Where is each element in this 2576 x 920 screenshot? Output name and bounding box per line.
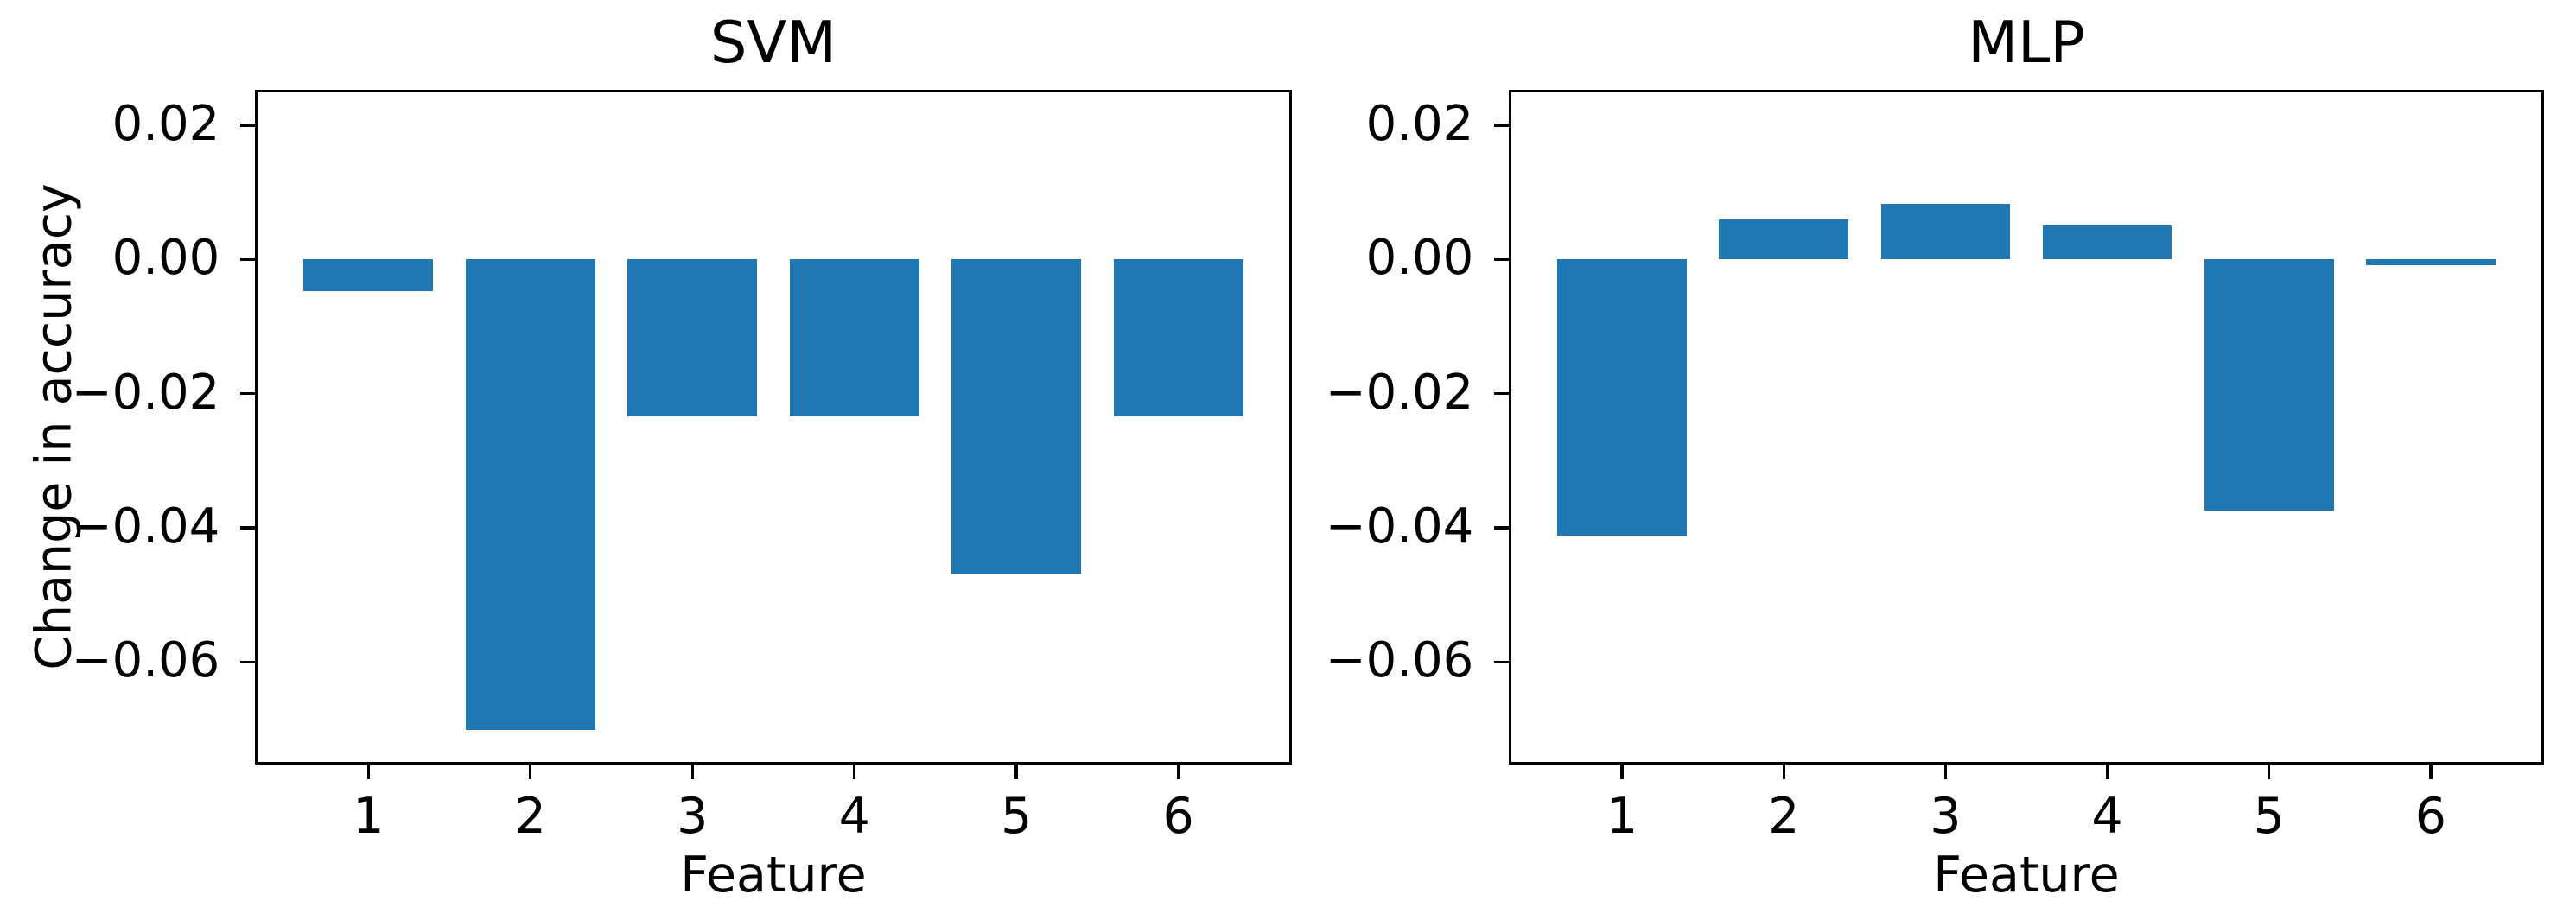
svm-bar-feature-5	[951, 259, 1082, 574]
mlp-y-tick-label: −0.02	[1325, 364, 1474, 421]
svm-y-tick	[240, 391, 256, 396]
mlp-y-tick-label: −0.06	[1325, 632, 1474, 689]
svm-y-tick-label: 0.00	[111, 230, 220, 287]
mlp-y-tick-label: 0.02	[1365, 95, 1474, 152]
svm-x-tick-label: 3	[677, 787, 709, 845]
mlp-bar-feature-3	[1880, 203, 2011, 260]
svm-x-tick-label: 5	[1001, 787, 1033, 845]
mlp-x-tick	[2105, 764, 2109, 779]
mlp-y-tick	[1494, 257, 1510, 261]
mlp-y-tick	[1494, 124, 1510, 127]
mlp-x-tick	[1620, 764, 1624, 779]
svm-bar-feature-6	[1113, 259, 1243, 417]
svm-y-tick	[240, 660, 256, 664]
mlp-bar-feature-2	[1719, 219, 1849, 260]
svm-y-tick-label: 0.02	[111, 95, 220, 152]
svm-y-tick	[240, 124, 256, 127]
svm-bar-feature-2	[465, 259, 595, 730]
svm-y-tick-label: −0.04	[71, 498, 220, 555]
mlp-x-tick-label: 4	[2091, 787, 2123, 845]
mlp-bar-feature-4	[2042, 225, 2172, 260]
mlp-x-tick-label: 6	[2414, 787, 2446, 845]
mlp-y-tick-label: −0.04	[1325, 498, 1474, 555]
svm-x-tick	[1014, 764, 1018, 779]
svm-x-tick	[690, 764, 694, 779]
mlp-y-tick	[1494, 391, 1510, 396]
svm-title: SVM	[709, 9, 837, 76]
svm-x-tick-label: 2	[514, 787, 546, 845]
mlp-y-tick	[1494, 526, 1510, 530]
mlp-y-tick-label: 0.00	[1365, 230, 1474, 287]
svm-x-tick-label: 4	[838, 787, 870, 845]
svm-y-tick-label: −0.06	[71, 632, 220, 689]
mlp-x-tick-label: 2	[1768, 787, 1800, 845]
mlp-bar-feature-5	[2204, 259, 2334, 511]
svm-y-tick-label: −0.02	[71, 364, 220, 421]
svm-x-tick	[366, 764, 371, 779]
svm-bar-feature-4	[789, 259, 919, 417]
mlp-bar-feature-1	[1557, 259, 1687, 536]
svm-x-tick-label: 6	[1162, 787, 1194, 845]
svm-x-tick	[1176, 764, 1180, 779]
svm-x-axis-label: Feature	[680, 847, 867, 904]
mlp-x-tick	[2429, 764, 2433, 779]
mlp-y-tick	[1494, 660, 1510, 664]
mlp-x-tick	[1943, 764, 1948, 779]
svm-x-tick	[529, 764, 532, 779]
mlp-x-tick-label: 5	[2253, 787, 2285, 845]
mlp-plot-area	[1509, 90, 2544, 765]
svm-x-tick-label: 1	[353, 787, 385, 845]
mlp-x-tick-label: 1	[1606, 787, 1638, 845]
svm-plot-area	[255, 90, 1292, 765]
svm-bar-feature-1	[303, 259, 434, 291]
mlp-x-tick-label: 3	[1930, 787, 1962, 845]
svm-bar-feature-3	[627, 259, 758, 417]
mlp-x-tick	[2268, 764, 2271, 779]
mlp-x-tick	[1782, 764, 1785, 779]
svm-y-tick	[240, 257, 256, 261]
mlp-x-axis-label: Feature	[1933, 847, 2120, 904]
mlp-title: MLP	[1968, 9, 2085, 76]
svm-x-tick	[853, 764, 856, 779]
svm-y-tick	[240, 526, 256, 530]
mlp-bar-feature-6	[2366, 259, 2496, 266]
